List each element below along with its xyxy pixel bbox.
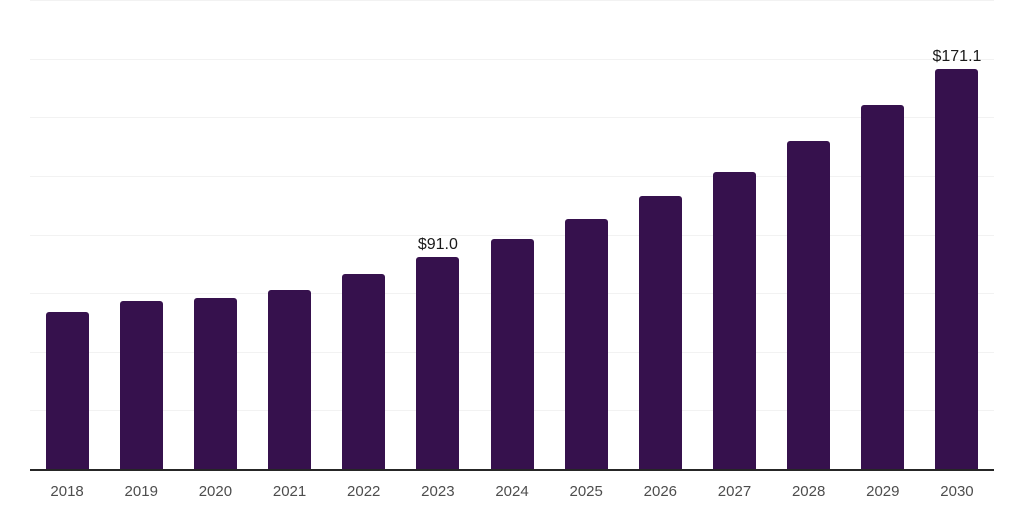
bar-2027 — [712, 171, 756, 470]
bar-slot-2028 — [772, 1, 846, 470]
bar-2025 — [564, 219, 608, 470]
bar-value-label-2023: $91.0 — [417, 235, 458, 253]
bar-2024 — [490, 239, 534, 470]
x-tick-2021: 2021 — [272, 483, 307, 500]
bar-2026 — [638, 195, 682, 470]
bar-slot-2029 — [846, 1, 920, 470]
gridline-200 — [30, 0, 994, 1]
bar-slot-2019 — [104, 1, 178, 470]
bar-2028 — [787, 141, 831, 470]
x-tick-2029: 2029 — [866, 483, 900, 500]
bar-2022 — [342, 274, 386, 470]
bars: $91.0 $171.1 — [30, 1, 994, 470]
x-axis-labels: 2018 2019 2020 2021 2022 2023 2024 2025 2026 2027… — [30, 470, 994, 499]
bar-slot-2025 — [549, 1, 623, 470]
bar-slot-2027 — [697, 1, 771, 470]
x-tick-2026: 2026 — [643, 483, 678, 500]
bar-slot-2023: $91.0 — [401, 1, 475, 470]
bar-2018 — [45, 312, 89, 470]
x-tick-2025: 2025 — [569, 483, 603, 500]
bar-2019 — [119, 301, 163, 470]
bar-slot-2022 — [327, 1, 401, 470]
bar-2029 — [861, 105, 905, 470]
bar-slot-2021 — [252, 1, 326, 470]
x-axis-line — [30, 469, 994, 471]
bar-2030 — [935, 68, 979, 470]
x-tick-2023: 2023 — [421, 483, 455, 500]
bar-value-label-2030: $171.1 — [932, 47, 982, 65]
x-tick-2018: 2018 — [50, 483, 84, 500]
gridline-125 — [30, 175, 994, 177]
gridline-150 — [30, 117, 994, 119]
x-tick-2020: 2020 — [198, 483, 233, 500]
bar-slot-2018 — [30, 1, 104, 470]
gridline-175 — [30, 58, 994, 60]
bar-slot-2026 — [623, 1, 697, 470]
bar-chart: $91.0 $171.1 2018 2019 2020 2021 2022 2023 2024… — [30, 0, 994, 499]
bar-2020 — [193, 297, 237, 470]
x-tick-2028: 2028 — [791, 483, 826, 500]
x-tick-2030: 2030 — [940, 483, 974, 500]
x-tick-2027: 2027 — [717, 483, 752, 500]
x-tick-2022: 2022 — [347, 483, 381, 500]
gridline-100 — [30, 234, 994, 236]
plot-area: $91.0 $171.1 — [30, 0, 994, 471]
x-tick-2024: 2024 — [495, 483, 529, 500]
bar-slot-2020 — [178, 1, 252, 470]
bar-slot-2030: $171.1 — [920, 1, 994, 470]
bar-slot-2024 — [475, 1, 549, 470]
x-tick-2019: 2019 — [124, 483, 158, 500]
bar-2021 — [268, 289, 312, 470]
bar-2023 — [416, 256, 460, 470]
